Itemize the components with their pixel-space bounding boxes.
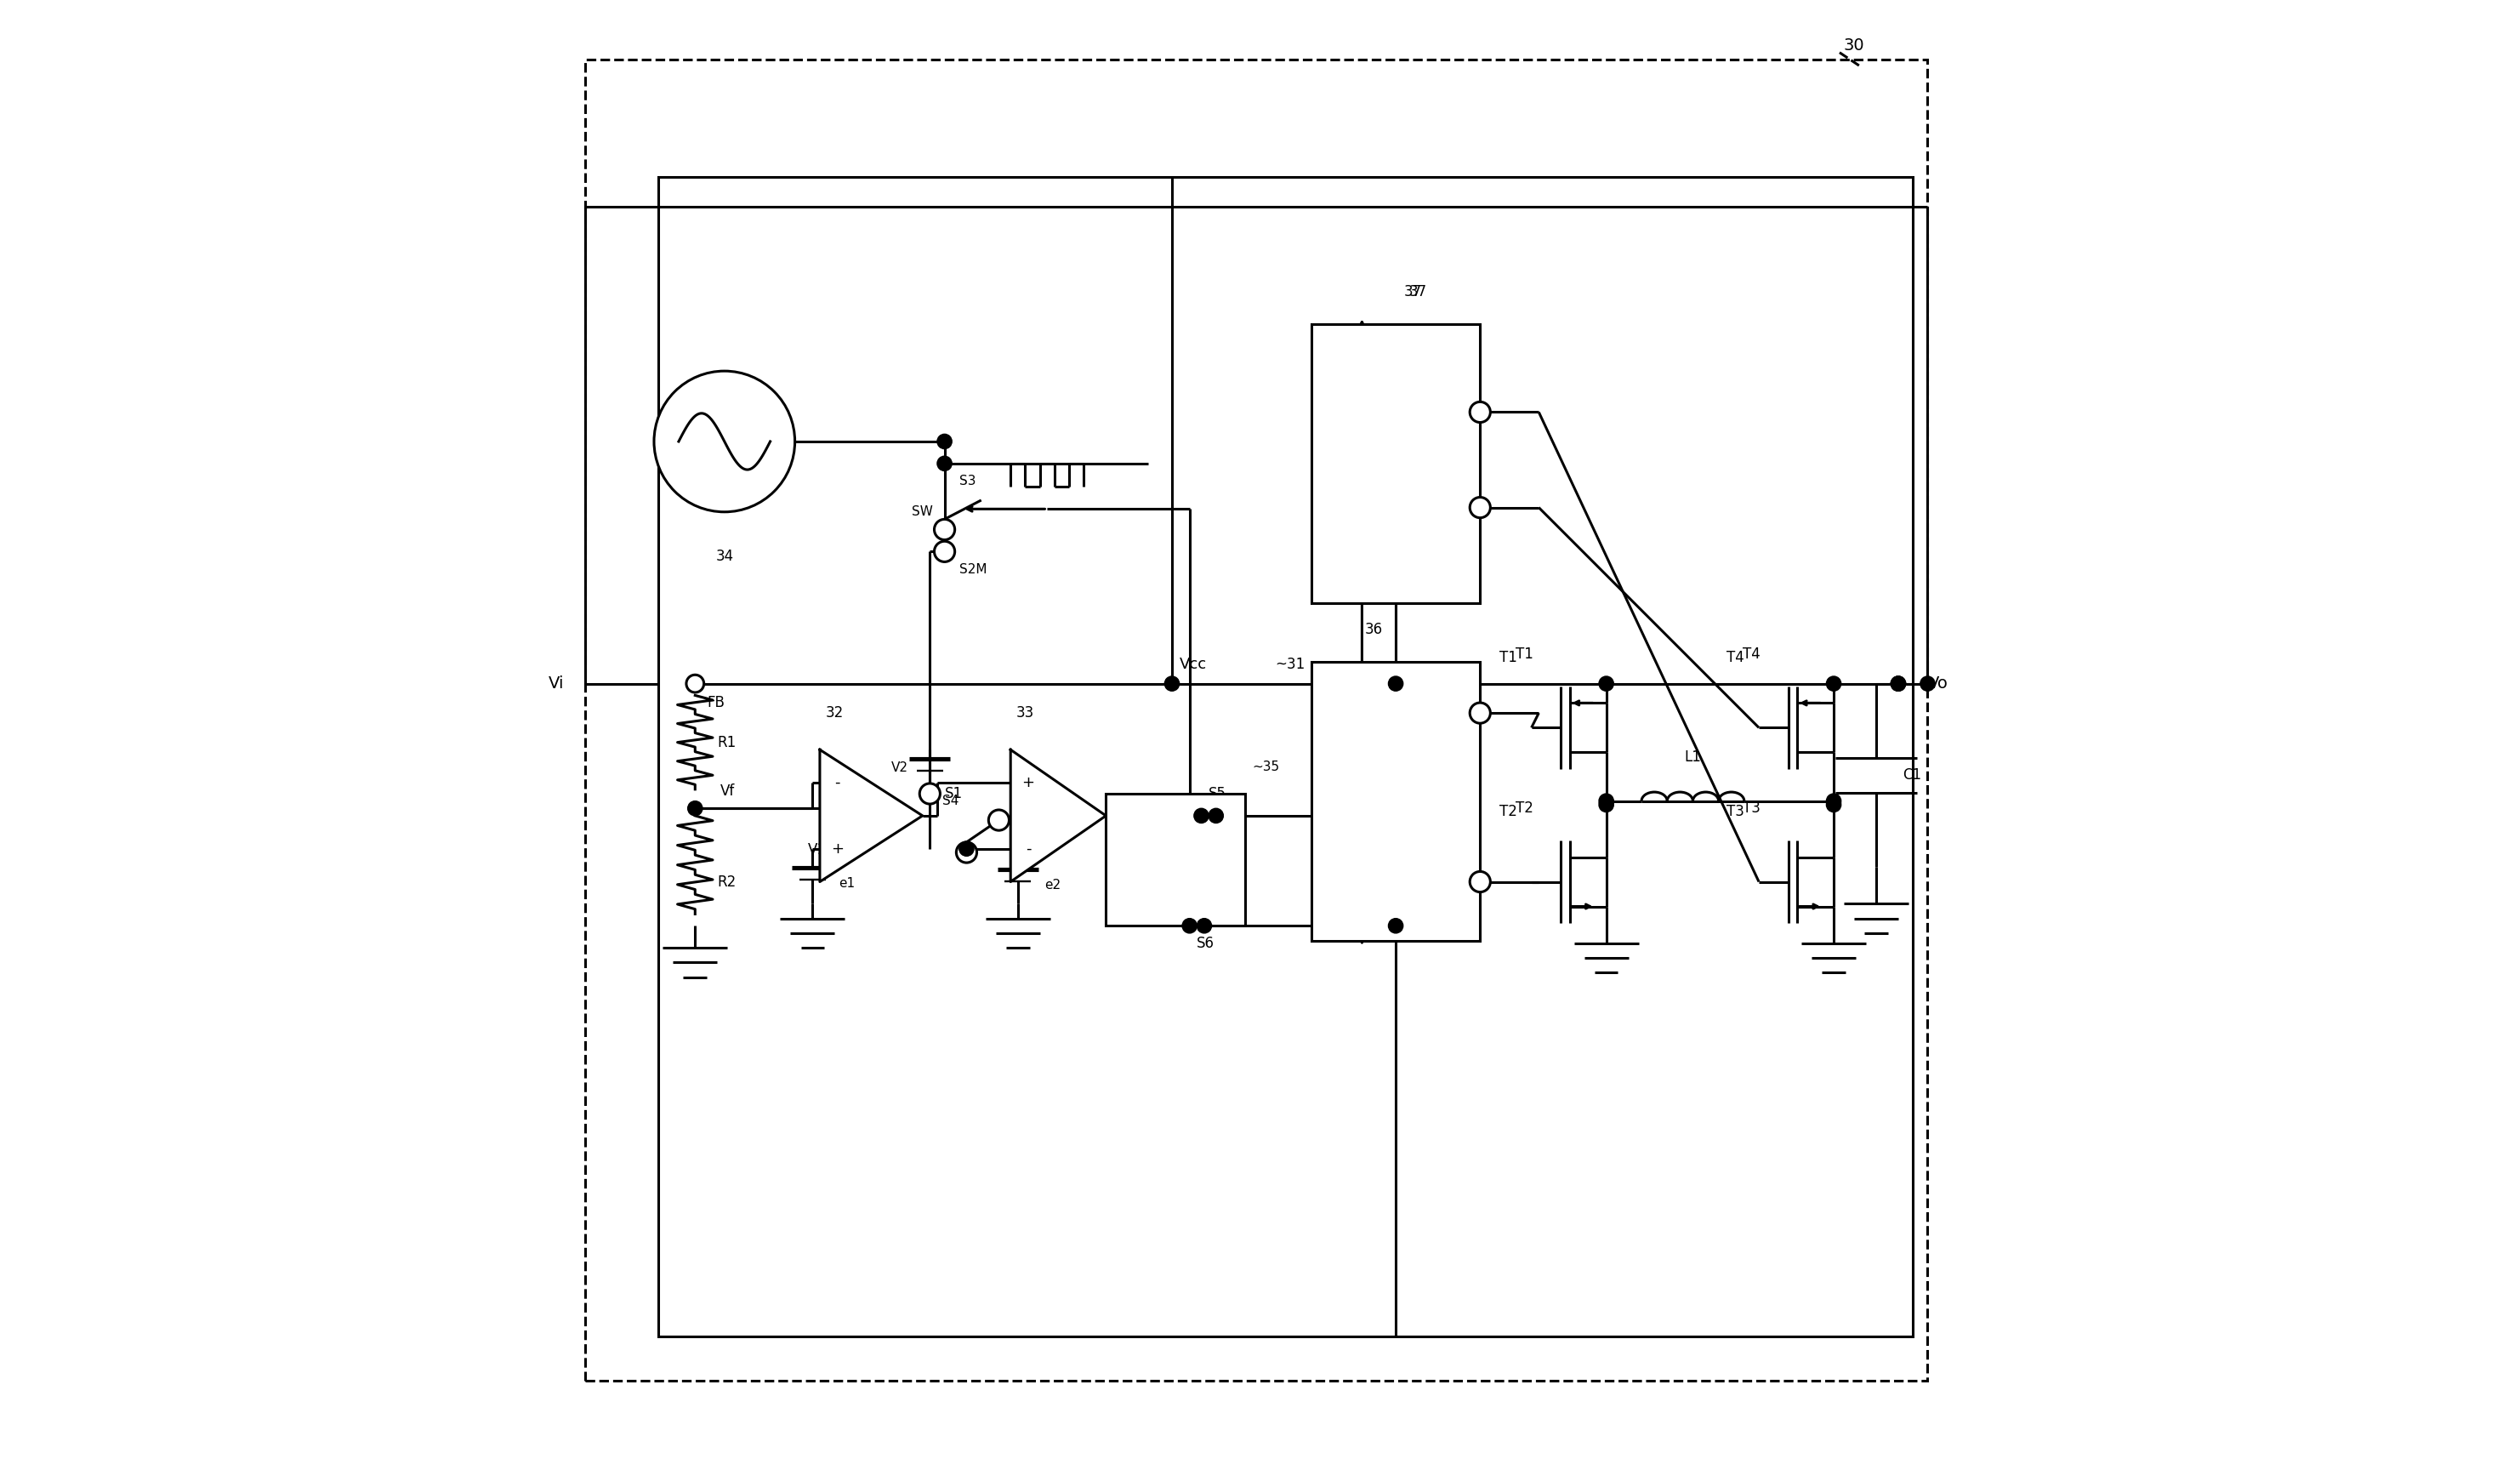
- Circle shape: [1600, 676, 1613, 691]
- Circle shape: [1920, 676, 1935, 691]
- Text: -: -: [834, 775, 839, 791]
- Circle shape: [1600, 794, 1613, 808]
- Bar: [658, 178, 1913, 1336]
- Circle shape: [1890, 676, 1905, 691]
- Text: C1: C1: [1903, 767, 1920, 784]
- Text: T1: T1: [1515, 647, 1532, 662]
- Text: R2: R2: [718, 875, 736, 889]
- Polygon shape: [1011, 750, 1106, 882]
- Text: ~35: ~35: [1252, 761, 1280, 773]
- Text: Pulse: Pulse: [1159, 832, 1192, 844]
- Circle shape: [1469, 872, 1489, 892]
- Text: Selection: Selection: [1366, 766, 1426, 778]
- Text: Selection: Selection: [1366, 428, 1426, 441]
- Text: L1: L1: [1683, 750, 1701, 764]
- Circle shape: [1469, 703, 1489, 723]
- Text: 37: 37: [1409, 284, 1426, 300]
- Text: DH1: DH1: [1444, 685, 1472, 697]
- Circle shape: [935, 541, 955, 562]
- Text: FB: FB: [706, 695, 726, 710]
- Text: DL2: DL2: [1446, 384, 1472, 397]
- Bar: [1310, 662, 1479, 941]
- Text: DL1: DL1: [1446, 854, 1472, 866]
- Text: SW: SW: [912, 506, 932, 519]
- Text: T1: T1: [1499, 650, 1517, 664]
- Polygon shape: [819, 750, 922, 882]
- Text: e1: e1: [839, 878, 854, 889]
- Circle shape: [960, 841, 973, 856]
- Text: R1: R1: [718, 735, 736, 750]
- Text: 33: 33: [1016, 706, 1033, 720]
- Text: T3: T3: [1744, 801, 1761, 816]
- Circle shape: [1469, 497, 1489, 517]
- Circle shape: [935, 519, 955, 539]
- Circle shape: [1389, 676, 1404, 691]
- Text: V2: V2: [892, 761, 907, 775]
- Text: 36: 36: [1366, 622, 1383, 637]
- Text: T3: T3: [1726, 804, 1744, 819]
- Text: S4: S4: [942, 795, 960, 807]
- Text: DH2: DH2: [1444, 479, 1472, 492]
- Circle shape: [688, 801, 703, 816]
- Bar: [1310, 323, 1479, 603]
- Circle shape: [1827, 794, 1842, 808]
- Text: S6: S6: [1197, 936, 1215, 951]
- Text: ~31: ~31: [1275, 657, 1305, 672]
- Text: 30: 30: [1845, 37, 1865, 53]
- Circle shape: [1182, 919, 1197, 933]
- Circle shape: [1827, 676, 1842, 691]
- Text: Circuit: Circuit: [1376, 487, 1416, 500]
- FancyBboxPatch shape: [585, 60, 1928, 1380]
- Text: S3: S3: [960, 475, 975, 488]
- Text: Circuit: Circuit: [1376, 825, 1416, 836]
- Text: 34: 34: [716, 548, 733, 563]
- Bar: [1106, 794, 1245, 926]
- Text: Detector: Detector: [1147, 875, 1205, 888]
- Text: S2M: S2M: [960, 563, 988, 576]
- Text: Vcc: Vcc: [1179, 657, 1207, 672]
- Text: T2: T2: [1515, 801, 1532, 816]
- Text: S5: S5: [1210, 786, 1227, 801]
- Text: T4: T4: [1726, 650, 1744, 664]
- Circle shape: [988, 810, 1008, 831]
- Circle shape: [937, 456, 953, 470]
- Text: T4: T4: [1744, 647, 1761, 662]
- Text: T2: T2: [1499, 804, 1517, 819]
- Text: Vo: Vo: [1928, 676, 1948, 692]
- Circle shape: [1197, 919, 1212, 933]
- Text: Vi: Vi: [549, 676, 564, 692]
- Circle shape: [1194, 808, 1210, 823]
- Text: +: +: [1021, 775, 1036, 791]
- Circle shape: [1890, 676, 1905, 691]
- Text: -: -: [1026, 841, 1031, 857]
- Text: +: +: [832, 841, 844, 857]
- Circle shape: [955, 842, 978, 863]
- Text: 32: 32: [827, 706, 844, 720]
- Circle shape: [920, 784, 940, 804]
- Circle shape: [937, 434, 953, 448]
- Circle shape: [655, 370, 794, 512]
- Text: V1: V1: [806, 842, 827, 857]
- Circle shape: [1164, 676, 1179, 691]
- Circle shape: [1210, 808, 1222, 823]
- Text: e2: e2: [1043, 879, 1061, 892]
- Circle shape: [1469, 401, 1489, 422]
- Text: 37: 37: [1404, 284, 1421, 300]
- Circle shape: [1827, 797, 1842, 811]
- Circle shape: [1890, 676, 1905, 691]
- Circle shape: [1389, 919, 1404, 933]
- Text: Vf: Vf: [721, 784, 736, 798]
- Text: S1: S1: [945, 786, 963, 801]
- Circle shape: [1600, 797, 1613, 811]
- Circle shape: [685, 675, 703, 692]
